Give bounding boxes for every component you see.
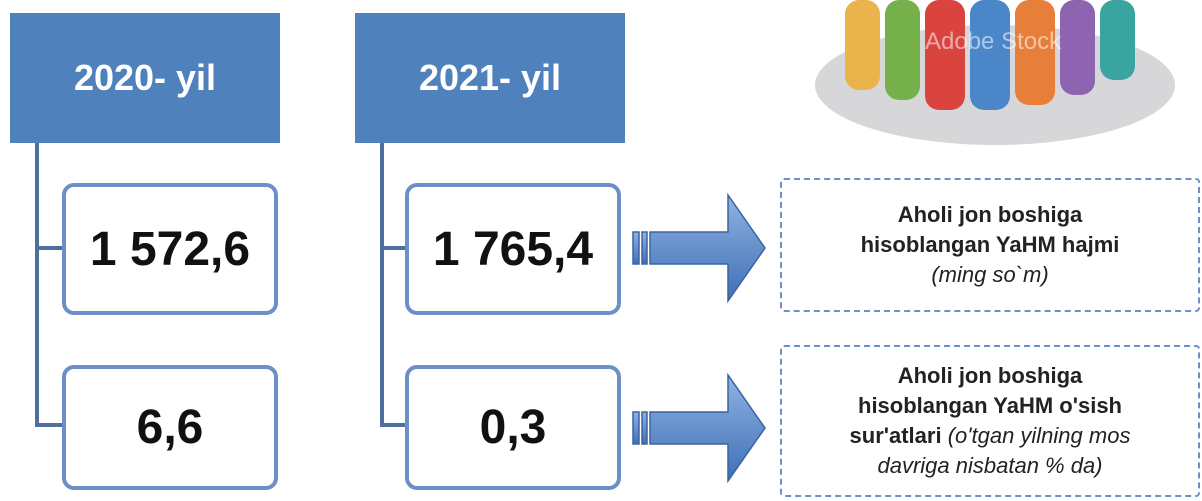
year-header: 2021- yil <box>355 13 625 143</box>
year-header: 2020- yil <box>10 13 280 143</box>
watermark: Adobe Stock <box>925 28 1062 55</box>
note-text: Aholi jon boshiga hisoblangan YaHM hajmi <box>860 202 1120 257</box>
value-box: 1 765,4 <box>405 183 621 315</box>
note-box: Aholi jon boshiga hisoblangan YaHM hajmi… <box>780 178 1200 312</box>
arrows <box>632 192 766 484</box>
value-box: 6,6 <box>62 365 278 490</box>
note-unit: (ming so`m) <box>931 262 1049 287</box>
note-box: Aholi jon boshiga hisoblangan YaHM o'sis… <box>780 345 1200 497</box>
note-unit: (o'tgan yilning mos davriga nisbatan % d… <box>877 423 1131 478</box>
illustration <box>815 0 1175 145</box>
note-text: Aholi jon boshiga hisoblangan YaHM o'sis… <box>849 363 1122 448</box>
value-box: 0,3 <box>405 365 621 490</box>
tree-lines <box>35 143 405 427</box>
value-box: 1 572,6 <box>62 183 278 315</box>
